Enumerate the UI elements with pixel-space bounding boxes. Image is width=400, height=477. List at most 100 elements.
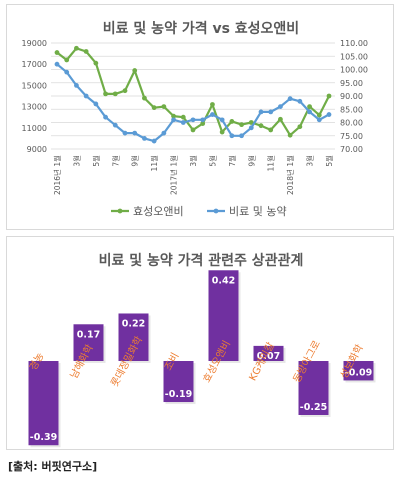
data-point	[278, 104, 283, 109]
bar	[253, 345, 284, 361]
price-trend-chart-panel: 비료 및 농약 가격 vs 효성오앤비 70.00 75.00 80.00 85.00 9…	[6, 4, 394, 230]
legend-label: 비료 및 농약	[229, 204, 287, 218]
left-axis-tick-label: 9000	[27, 145, 47, 154]
correlation-chart-panel: 비료 및 농약 가격 관련주 상관관계 -0.39 경농 0.17 남해화학 0.22 롯데…	[6, 236, 394, 450]
data-point	[171, 113, 176, 119]
left-axis-tick-label: 17000	[22, 60, 47, 69]
chart-title: 비료 및 농약 가격 vs 효성오앤비	[103, 20, 299, 37]
data-point	[307, 109, 312, 115]
right-axis-tick-label: 75.00	[340, 132, 363, 141]
data-point	[200, 121, 206, 126]
data-point	[103, 114, 108, 120]
right-axis-tick-label: 85.00	[340, 105, 363, 114]
chart-title: 비료 및 농약 가격 관련주 상관관계	[99, 252, 304, 269]
data-point	[268, 127, 274, 133]
left-axis-tick-label: 11000	[22, 124, 47, 133]
right-axis-tick-label: 95.00	[340, 79, 363, 88]
correlation-chart: 비료 및 농약 가격 관련주 상관관계-0.39경농0.17남해화학0.22롯데…	[26, 252, 376, 448]
data-point	[326, 112, 332, 117]
data-point	[297, 124, 303, 130]
data-point	[54, 61, 60, 67]
data-point	[142, 95, 147, 101]
data-point	[151, 105, 157, 111]
data-point	[151, 138, 157, 144]
x-tick-label: 11월	[149, 155, 159, 172]
data-point	[93, 101, 99, 107]
legend-marker	[117, 208, 123, 214]
bar	[28, 361, 59, 446]
data-point	[112, 91, 118, 97]
data-label: -0.19	[165, 389, 192, 400]
bar	[73, 324, 104, 361]
data-point	[258, 123, 264, 129]
data-point	[122, 88, 128, 94]
data-point	[171, 117, 176, 123]
data-point	[287, 96, 293, 102]
data-point	[54, 50, 60, 55]
data-point	[210, 112, 215, 117]
data-point	[190, 117, 196, 123]
data-point	[258, 109, 264, 115]
data-label: -0.09	[345, 367, 372, 378]
data-point	[180, 114, 186, 120]
left-axis-tick-label: 13000	[22, 103, 47, 112]
data-label: -0.25	[300, 402, 327, 413]
left-axis-tick-label: 19000	[22, 39, 47, 48]
data-point	[239, 122, 244, 128]
data-point	[83, 49, 89, 54]
source-note: [출처: 버핏연구소]	[8, 460, 98, 473]
data-point	[210, 102, 215, 107]
data-point	[248, 120, 254, 125]
legend-marker	[213, 208, 219, 214]
data-point	[74, 45, 79, 51]
x-tick-label: 3월	[71, 155, 81, 167]
x-tick-label: 7월	[227, 155, 237, 167]
data-point	[93, 60, 99, 66]
left-axis-tick-label: 15000	[22, 81, 47, 90]
right-axis-tick-label: 110.00	[340, 39, 368, 48]
data-point	[142, 136, 147, 141]
price-trend-chart: 비료 및 농약 가격 vs 효성오앤비 70.00 75.00 80.00 85.00 9…	[22, 20, 368, 218]
data-point	[64, 69, 70, 75]
data-point	[103, 91, 108, 97]
data-point	[316, 117, 322, 123]
x-tick-label: 5월	[207, 155, 217, 167]
right-axis-tick-label: 70.00	[340, 145, 363, 154]
data-point	[316, 112, 322, 118]
data-point	[268, 109, 274, 115]
data-point	[161, 130, 167, 136]
x-tick-label: 2016년 1월	[52, 155, 62, 195]
data-point	[180, 120, 186, 125]
data-label: 0.42	[212, 275, 235, 286]
data-point	[239, 133, 244, 139]
data-point	[132, 130, 138, 136]
data-point	[132, 68, 138, 73]
x-tick-label: 11월	[266, 155, 276, 172]
data-point	[161, 104, 167, 109]
data-point	[83, 93, 89, 99]
x-tick-label: 3월	[305, 155, 315, 167]
x-tick-label: 9월	[130, 155, 140, 167]
right-axis-tick-label: 80.00	[340, 119, 363, 128]
right-axis-tick-label: 100.00	[340, 66, 368, 75]
legend-label: 효성오앤비	[133, 205, 184, 218]
data-point	[307, 104, 312, 109]
data-point	[229, 119, 235, 124]
data-point	[229, 133, 235, 139]
data-point	[219, 129, 225, 135]
data-point	[112, 122, 118, 128]
x-tick-label: 7월	[110, 155, 120, 167]
x-tick-label: 9월	[246, 155, 256, 167]
bar	[343, 361, 374, 381]
x-tick-label: 5월	[324, 155, 334, 167]
data-point	[287, 132, 293, 138]
x-tick-label: 2018년 1월	[285, 155, 295, 195]
data-point	[190, 127, 196, 133]
data-point	[248, 125, 254, 131]
data-label: 0.22	[122, 318, 145, 329]
data-label: 0.07	[257, 351, 280, 362]
right-axis-tick-label: 105.00	[340, 52, 368, 61]
data-label: 0.17	[77, 329, 100, 340]
data-point	[278, 116, 283, 122]
data-point	[122, 130, 128, 136]
